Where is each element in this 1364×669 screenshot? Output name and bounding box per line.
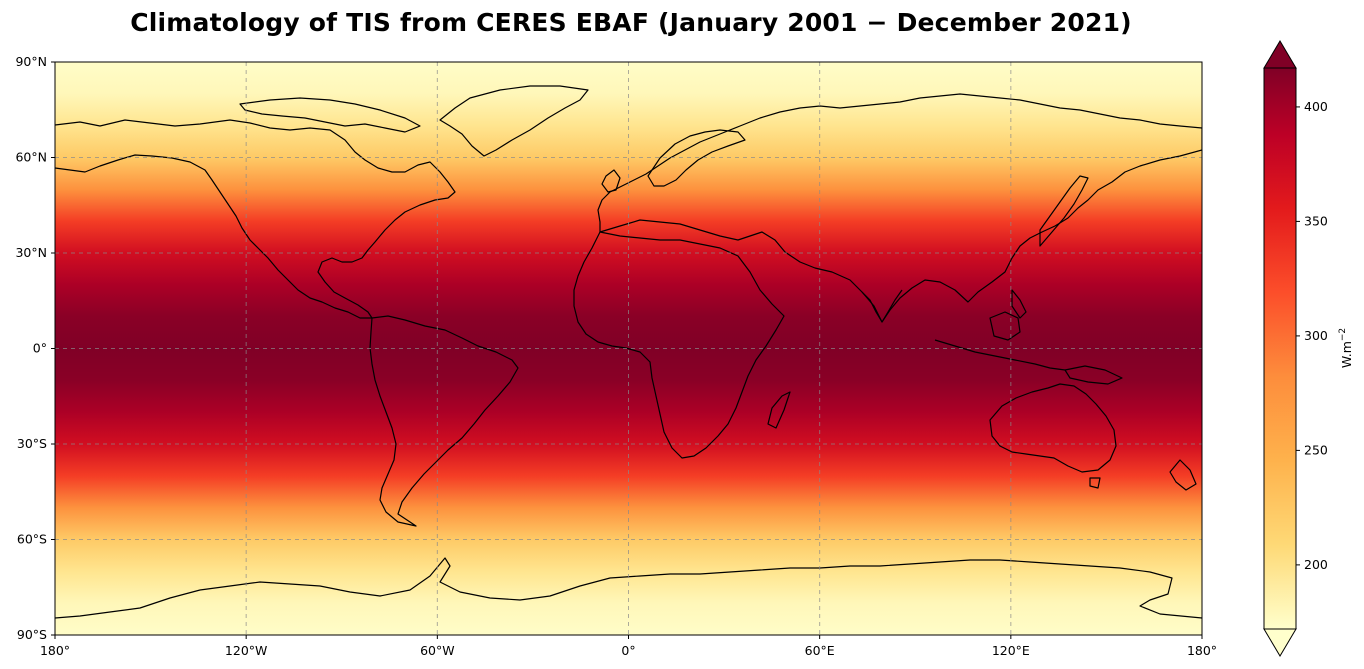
gridlines [55,62,1202,635]
coast-madagascar [767,391,791,429]
coast-eurasia [597,93,1202,323]
lon-tick-label: 180° [1187,643,1217,658]
colorbar-body [1263,67,1297,630]
lat-tick-label: 30°N [15,245,47,260]
coast-new-zealand [1169,459,1197,491]
coast-arctic-islands [239,97,421,133]
lon-tick-label: 60°W [420,643,455,658]
lon-tick-label: 60°E [805,643,835,658]
lat-tick-label: 90°N [15,54,47,69]
coast-greenland [439,85,589,157]
coast-new-guinea [1064,365,1123,385]
colorbar-ticks: 400 350 300 250 200 [1296,99,1328,572]
coast-tasmania [1089,477,1101,489]
coast-borneo [989,311,1021,341]
colorbar-tick-label: 250 [1304,442,1328,457]
coast-scandinavia [647,129,746,187]
coast-australia [989,383,1117,473]
lon-tick-label: 120°E [992,643,1030,658]
lat-tick-label: 90°S [17,627,47,642]
coast-indonesia [934,339,1066,371]
lon-tick-label: 180° [40,643,70,658]
colorbar-tick-label: 350 [1304,213,1328,228]
colorbar-extend-top [1263,40,1297,69]
coast-south-america [369,315,519,527]
coast-africa [573,231,785,459]
coast-uk [601,169,621,193]
chart-title: Climatology of TIS from CERES EBAF (Janu… [130,8,1132,37]
colorbar-extend-bottom [1263,628,1297,657]
lat-axis: 90°N 60°N 30°N 0° 30°S 60°S 90°S [15,54,55,642]
colorbar-tick-label: 300 [1304,328,1328,343]
lat-tick-label: 0° [33,341,47,356]
colorbar-label: W.m−2 [1338,328,1354,368]
lon-axis: 180° 120°W 60°W 0° 60°E 120°E 180° [40,635,1217,658]
coast-antarctica [55,557,1202,619]
lat-tick-label: 60°S [17,532,47,547]
coast-north-america [55,119,456,319]
lon-tick-label: 0° [621,643,635,658]
coast-india [861,289,903,323]
lat-tick-label: 60°N [15,150,47,165]
lon-tick-label: 120°W [225,643,267,658]
lat-tick-label: 30°S [17,436,47,451]
coast-philippines [1011,289,1027,319]
colorbar-tick-label: 400 [1304,99,1328,114]
colorbar: 400 350 300 250 200 W.m−2 [1263,40,1354,657]
colorbar-tick-label: 200 [1304,557,1328,572]
coastlines [55,85,1202,619]
coast-japan [1039,175,1089,247]
